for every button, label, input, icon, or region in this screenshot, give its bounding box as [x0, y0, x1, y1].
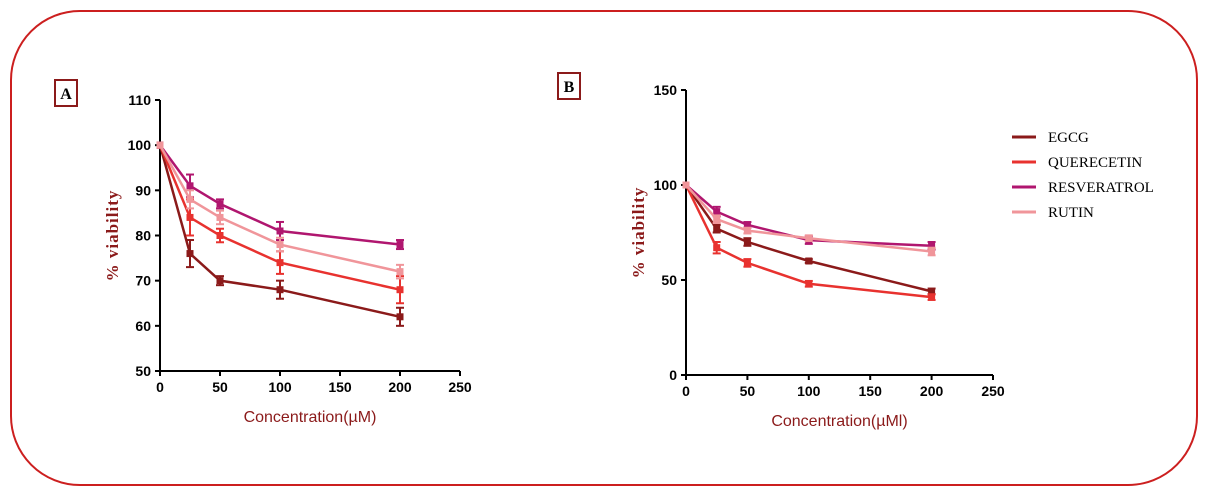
- x-tick-label: 50: [740, 383, 756, 399]
- y-tick-label: 50: [135, 363, 151, 379]
- data-point: [396, 268, 404, 276]
- data-point: [186, 213, 194, 221]
- legend-label: EGCG: [1048, 130, 1089, 146]
- data-point: [713, 244, 721, 252]
- panel-a-chart: 0 50 100 150 200 250 50 60 70 80 90 100 110 Concentra…: [103, 92, 472, 426]
- legend-item-resveratrol: RESVERATROL: [1012, 180, 1154, 196]
- y-tick-label: 100: [654, 177, 678, 193]
- y-tick-label: 80: [135, 228, 151, 244]
- data-point: [805, 257, 813, 265]
- data-point: [276, 286, 284, 294]
- panel-a-label-text: A: [60, 86, 72, 103]
- x-tick-label: 250: [981, 383, 1005, 399]
- data-point: [743, 238, 751, 246]
- series-resveratrol: [156, 141, 404, 251]
- data-point: [805, 280, 813, 288]
- data-point: [186, 182, 194, 190]
- x-tick-label: 100: [268, 379, 292, 395]
- legend-item-querecetin: QUERECETIN: [1012, 155, 1142, 171]
- data-point: [805, 234, 813, 242]
- data-point: [713, 215, 721, 223]
- data-point: [276, 241, 284, 249]
- series-rutin: [682, 181, 936, 257]
- x-axis-label: Concentration(µMl): [771, 413, 907, 430]
- y-tick-label: 100: [128, 137, 152, 153]
- y-tick-label: 0: [669, 367, 677, 383]
- data-point: [713, 208, 721, 216]
- panel-b-label-box: [557, 72, 581, 100]
- y-tick-label: 70: [135, 273, 151, 289]
- panel-a-label-box: [54, 79, 78, 107]
- data-point: [682, 181, 690, 189]
- legend-item-egcg: EGCG: [1012, 130, 1089, 146]
- data-point: [216, 213, 224, 221]
- data-point: [216, 277, 224, 285]
- x-tick-label: 0: [156, 379, 164, 395]
- x-tick-label: 200: [388, 379, 412, 395]
- data-point: [928, 287, 936, 295]
- legend-item-rutin: RUTIN: [1012, 205, 1094, 221]
- data-point: [216, 232, 224, 239]
- x-tick-label: 0: [682, 383, 690, 399]
- data-point: [928, 248, 936, 255]
- legend: EGCG QUERECETIN RESVERATROL RUTIN: [1012, 130, 1154, 221]
- x-tick-label: 50: [212, 379, 228, 395]
- x-tick-label: 100: [797, 383, 821, 399]
- data-point: [928, 242, 936, 250]
- data-point: [743, 221, 751, 229]
- y-tick-label: 110: [128, 92, 151, 108]
- figure-border: [10, 10, 1198, 486]
- legend-label: QUERECETIN: [1048, 155, 1142, 171]
- data-point: [276, 259, 284, 267]
- data-point: [743, 227, 751, 235]
- legend-label: RESVERATROL: [1048, 180, 1154, 196]
- x-tick-label: 200: [920, 383, 944, 399]
- panel-b-label-text: B: [564, 79, 575, 96]
- y-tick-label: 90: [135, 182, 151, 198]
- data-point: [186, 195, 194, 203]
- y-tick-label: 150: [654, 82, 678, 98]
- data-point: [276, 227, 284, 235]
- y-axis-label: % viability: [103, 190, 122, 282]
- series-egcg: [156, 141, 404, 327]
- data-point: [156, 141, 164, 149]
- x-tick-label: 150: [328, 379, 352, 395]
- panel-b-chart: 0 50 100 150 200 250 0 50 100 150 Concentration(µM…: [629, 82, 1005, 430]
- data-point: [928, 293, 936, 301]
- panel-b-label: B: [557, 72, 581, 100]
- data-point: [396, 286, 404, 294]
- x-tick-label: 250: [448, 379, 472, 395]
- panel-a-label: A: [54, 79, 78, 107]
- y-tick-label: 60: [135, 318, 151, 334]
- series-rutin: [156, 141, 404, 280]
- data-point: [186, 250, 194, 258]
- data-point: [396, 313, 404, 321]
- data-point: [216, 200, 224, 208]
- x-axis-label: Concentration(µM): [244, 409, 377, 426]
- data-point: [713, 225, 721, 233]
- y-axis-label: % viability: [629, 187, 648, 279]
- x-tick-label: 150: [859, 383, 883, 399]
- legend-label: RUTIN: [1048, 205, 1094, 221]
- data-point: [743, 259, 751, 267]
- data-point: [396, 241, 404, 249]
- y-tick-label: 50: [661, 272, 677, 288]
